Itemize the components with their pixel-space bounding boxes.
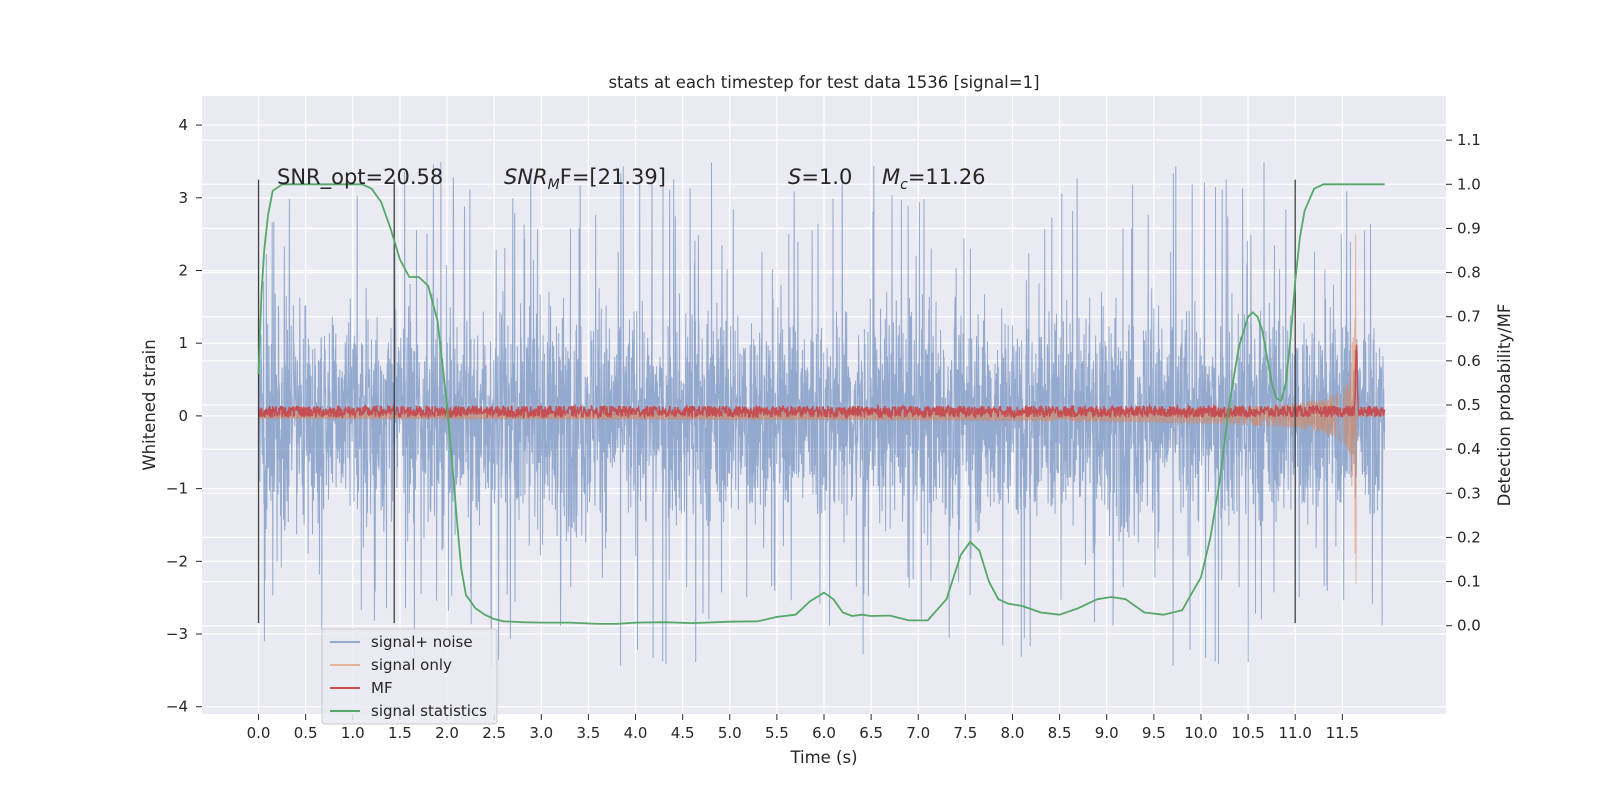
y-tick-label-left: 1 [178, 334, 188, 352]
y-tick-label-right: 1.1 [1457, 131, 1481, 149]
x-tick-label: 7.0 [906, 724, 930, 742]
legend-label-signal-plus-noise: signal+ noise [371, 633, 473, 651]
x-tick-label: 9.5 [1142, 724, 1166, 742]
y-tick-label-right: 1.0 [1457, 175, 1481, 193]
x-tick-label: 7.5 [953, 724, 977, 742]
series-signal-plus-noise [258, 162, 1386, 671]
x-tick-label: 0.0 [247, 724, 271, 742]
x-tick-label: 8.5 [1048, 724, 1072, 742]
y-tick-label-right: 0.8 [1457, 264, 1481, 282]
x-tick-label: 6.0 [812, 724, 836, 742]
x-tick-label: 3.0 [529, 724, 553, 742]
signal-statistics-line [257, 183, 1385, 625]
x-tick-label: 10.5 [1231, 724, 1264, 742]
legend: signal+ noise signal only MF signal stat… [321, 628, 498, 725]
annotation-mc: Mc=11.26 [882, 165, 986, 193]
legend-label-mf: MF [371, 679, 393, 697]
mf-trace [257, 344, 1386, 420]
x-tick-label: 2.0 [435, 724, 459, 742]
series-mf [257, 344, 1386, 420]
y-tick-label-left: 3 [178, 189, 188, 207]
annotation-s: S=1.0 [788, 165, 852, 189]
y-tick-label-left: 0 [178, 407, 188, 425]
vertical-markers [257, 179, 1296, 624]
legend-frame [321, 628, 498, 725]
noise-trace [258, 162, 1386, 671]
y-tick-label-right: 0.4 [1457, 440, 1481, 458]
x-tick-label: 5.0 [718, 724, 742, 742]
x-tick-label: 5.5 [765, 724, 789, 742]
y-tick-label-left: 4 [178, 116, 188, 134]
x-tick-label: 2.5 [482, 724, 506, 742]
y-axis-label-left: Whitened strain [140, 339, 159, 470]
y-ticks-left: −4 −3 −2 −1 0 1 2 3 4 [166, 116, 202, 716]
annotations: SNR_opt=20.58 SNRMF=[21.39] S=1.0 Mc=11.… [277, 165, 986, 193]
annotation-snr-opt: SNR_opt=20.58 [277, 165, 443, 190]
x-tick-label: 4.0 [624, 724, 648, 742]
series-signal-statistics [257, 183, 1385, 625]
x-tick-label: 6.5 [859, 724, 883, 742]
y-tick-label-left: −2 [166, 552, 188, 570]
y-tick-label-left: 2 [178, 261, 188, 279]
x-ticks: 0.0 0.5 1.0 1.5 2.0 2.5 3.0 3.5 4.0 4.5 5.0 5.5 6.0 6… [247, 714, 1359, 742]
x-tick-label: 1.5 [388, 724, 412, 742]
y-tick-label-right: 0.1 [1457, 573, 1481, 591]
y-tick-label-left: −1 [166, 480, 188, 498]
y-tick-label-right: 0.2 [1457, 528, 1481, 546]
annotation-snr-mf: SNRMF=[21.39] [504, 165, 666, 193]
x-tick-label: 11.5 [1326, 724, 1359, 742]
x-tick-label: 11.0 [1279, 724, 1312, 742]
y-tick-label-right: 0.3 [1457, 484, 1481, 502]
y-tick-label-left: −4 [166, 698, 188, 716]
y-tick-label-right: 0.9 [1457, 219, 1481, 237]
y-tick-label-right: 0.7 [1457, 308, 1481, 326]
y-tick-label-right: 0.6 [1457, 352, 1481, 370]
x-tick-label: 0.5 [294, 724, 318, 742]
y-tick-label-right: 0.0 [1457, 617, 1481, 635]
x-tick-label: 1.0 [341, 724, 365, 742]
y-tick-label-right: 0.5 [1457, 396, 1481, 414]
x-tick-label: 8.0 [1001, 724, 1025, 742]
y-tick-label-left: −3 [166, 625, 188, 643]
y-axis-label-right: Detection probability/MF [1495, 304, 1514, 507]
x-axis-label: Time (s) [789, 748, 857, 767]
x-tick-label: 9.0 [1095, 724, 1119, 742]
x-tick-label: 10.0 [1184, 724, 1217, 742]
chart-title: stats at each timestep for test data 153… [608, 73, 1039, 92]
y-ticks-right: 0.0 0.1 0.2 0.3 0.4 0.5 0.6 0.7 0.8 0.9 1.0 1.1 [1446, 131, 1481, 635]
legend-label-signal-only: signal only [371, 656, 452, 674]
x-tick-label: 4.5 [671, 724, 695, 742]
x-tick-label: 3.5 [576, 724, 600, 742]
legend-label-signal-statistics: signal statistics [371, 702, 487, 720]
